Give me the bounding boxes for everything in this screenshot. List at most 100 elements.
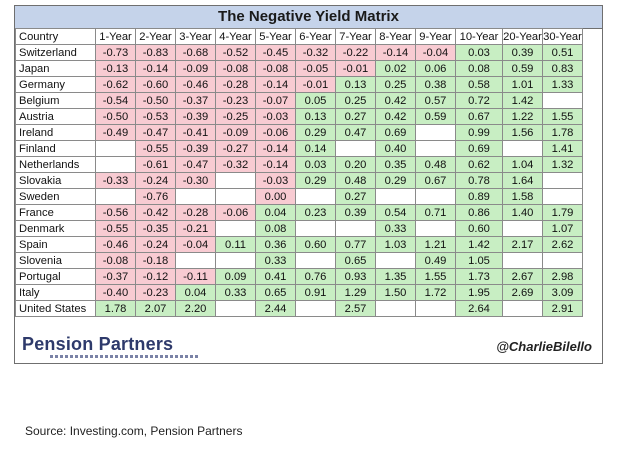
yield-cell: -0.27: [215, 140, 256, 157]
yield-cell: -0.07: [255, 92, 296, 109]
yield-cell: 1.42: [455, 236, 503, 253]
country-label: Sweden: [15, 188, 96, 205]
yield-cell: 0.72: [455, 92, 503, 109]
yield-cell: -0.06: [215, 204, 256, 221]
yield-cell: -0.35: [135, 220, 176, 237]
yield-cell: 0.49: [415, 252, 456, 269]
yield-cell: 1.78: [95, 300, 136, 317]
yield-cell: [542, 188, 583, 205]
column-header: 2-Year: [135, 28, 176, 45]
yield-cell: 1.58: [502, 188, 543, 205]
yield-cell: 0.00: [255, 188, 296, 205]
yield-cell: 0.04: [255, 204, 296, 221]
yield-cell: 1.04: [502, 156, 543, 173]
column-header: 10-Year: [455, 28, 503, 45]
yield-cell: 2.57: [335, 300, 376, 317]
table-row: Belgium -0.54 -0.50 -0.37 -0.23 -0.07 0.05 0.25…: [15, 92, 583, 109]
yield-cell: [375, 188, 416, 205]
yield-cell: -0.42: [135, 204, 176, 221]
yield-cell: [502, 300, 543, 317]
yield-cell: -0.13: [95, 60, 136, 77]
table-row: United States 1.78 2.07 2.20 2.44 2.57 2.64 2.9…: [15, 300, 583, 317]
table-row: Denmark -0.55 -0.35 -0.21 0.08 0.33 0.60 1.07: [15, 220, 583, 237]
yield-cell: 0.67: [455, 108, 503, 125]
yield-cell: 0.83: [542, 60, 583, 77]
table-row: Spain -0.46 -0.24 -0.04 0.11 0.36 0.60 0.77 1.03…: [15, 236, 583, 253]
country-label: Slovakia: [15, 172, 96, 189]
table-row: Sweden -0.76 0.00 0.27 0.89 1.58: [15, 188, 583, 205]
yield-cell: [375, 252, 416, 269]
yield-cell: 0.25: [375, 76, 416, 93]
yield-cell: -0.50: [135, 92, 176, 109]
yield-cell: 2.20: [175, 300, 216, 317]
yield-cell: -0.73: [95, 44, 136, 61]
yield-cell: -0.40: [95, 284, 136, 301]
column-header: 3-Year: [175, 28, 216, 45]
column-header: 1-Year: [95, 28, 136, 45]
yield-cell: -0.61: [135, 156, 176, 173]
column-header-country: Country: [15, 28, 96, 45]
country-label: Japan: [15, 60, 96, 77]
yield-cell: 1.33: [542, 76, 583, 93]
yield-cell: -0.54: [95, 92, 136, 109]
yield-cell: -0.01: [295, 76, 336, 93]
column-header: 5-Year: [255, 28, 296, 45]
yield-cell: 0.93: [335, 268, 376, 285]
yield-cell: 0.48: [415, 156, 456, 173]
yield-cell: 0.05: [295, 92, 336, 109]
country-label: Italy: [15, 284, 96, 301]
table-body: Switzerland -0.73 -0.83 -0.68 -0.52 -0.45 -0.3…: [15, 44, 583, 317]
country-label: United States: [15, 300, 96, 317]
yield-cell: 1.21: [415, 236, 456, 253]
yield-cell: 0.14: [295, 140, 336, 157]
yield-cell: -0.41: [175, 124, 216, 141]
yield-cell: [542, 172, 583, 189]
logo-tagline-graphic: [50, 355, 200, 358]
author-handle: @CharlieBilello: [496, 339, 592, 354]
yield-cell: -0.14: [135, 60, 176, 77]
yield-cell: 0.33: [215, 284, 256, 301]
yield-cell: 0.03: [295, 156, 336, 173]
country-label: Portugal: [15, 268, 96, 285]
yield-cell: -0.32: [295, 44, 336, 61]
column-header: 30-Year: [542, 28, 583, 45]
yield-cell: [542, 252, 583, 269]
yield-cell: 1.41: [542, 140, 583, 157]
yield-cell: 0.36: [255, 236, 296, 253]
table-row: Switzerland -0.73 -0.83 -0.68 -0.52 -0.45 -0.3…: [15, 44, 583, 61]
table-row: Finland -0.55 -0.39 -0.27 -0.14 0.14 0.40 0.69 1…: [15, 140, 583, 157]
yield-cell: -0.14: [255, 140, 296, 157]
column-header: 20-Year: [502, 28, 543, 45]
yield-cell: 1.56: [502, 124, 543, 141]
yield-cell: -0.39: [175, 108, 216, 125]
yield-cell: 1.50: [375, 284, 416, 301]
yield-cell: 0.60: [295, 236, 336, 253]
yield-cell: 0.78: [455, 172, 503, 189]
yield-cell: -0.28: [175, 204, 216, 221]
yield-cell: 1.01: [502, 76, 543, 93]
yield-cell: 1.79: [542, 204, 583, 221]
yield-cell: -0.24: [135, 236, 176, 253]
yield-cell: -0.09: [175, 60, 216, 77]
country-label: Switzerland: [15, 44, 96, 61]
yield-cell: 2.07: [135, 300, 176, 317]
yield-cell: 0.09: [215, 268, 256, 285]
yield-cell: 2.67: [502, 268, 543, 285]
yield-cell: -0.18: [135, 252, 176, 269]
yield-cell: 0.47: [335, 124, 376, 141]
yield-cell: 0.51: [542, 44, 583, 61]
country-label: Austria: [15, 108, 96, 125]
yield-cell: -0.28: [215, 76, 256, 93]
yield-cell: 0.69: [455, 140, 503, 157]
yield-cell: -0.03: [255, 172, 296, 189]
yield-cell: -0.55: [95, 220, 136, 237]
table-row: Japan -0.13 -0.14 -0.09 -0.08 -0.08 -0.05 -0.01…: [15, 60, 583, 77]
yield-cell: 0.11: [215, 236, 256, 253]
chart-title: The Negative Yield Matrix: [15, 6, 602, 29]
yield-cell: 0.41: [255, 268, 296, 285]
yield-cell: -0.60: [135, 76, 176, 93]
column-header: 9-Year: [415, 28, 456, 45]
yield-cell: -0.45: [255, 44, 296, 61]
yield-cell: [542, 92, 583, 109]
yield-cell: 0.27: [335, 108, 376, 125]
